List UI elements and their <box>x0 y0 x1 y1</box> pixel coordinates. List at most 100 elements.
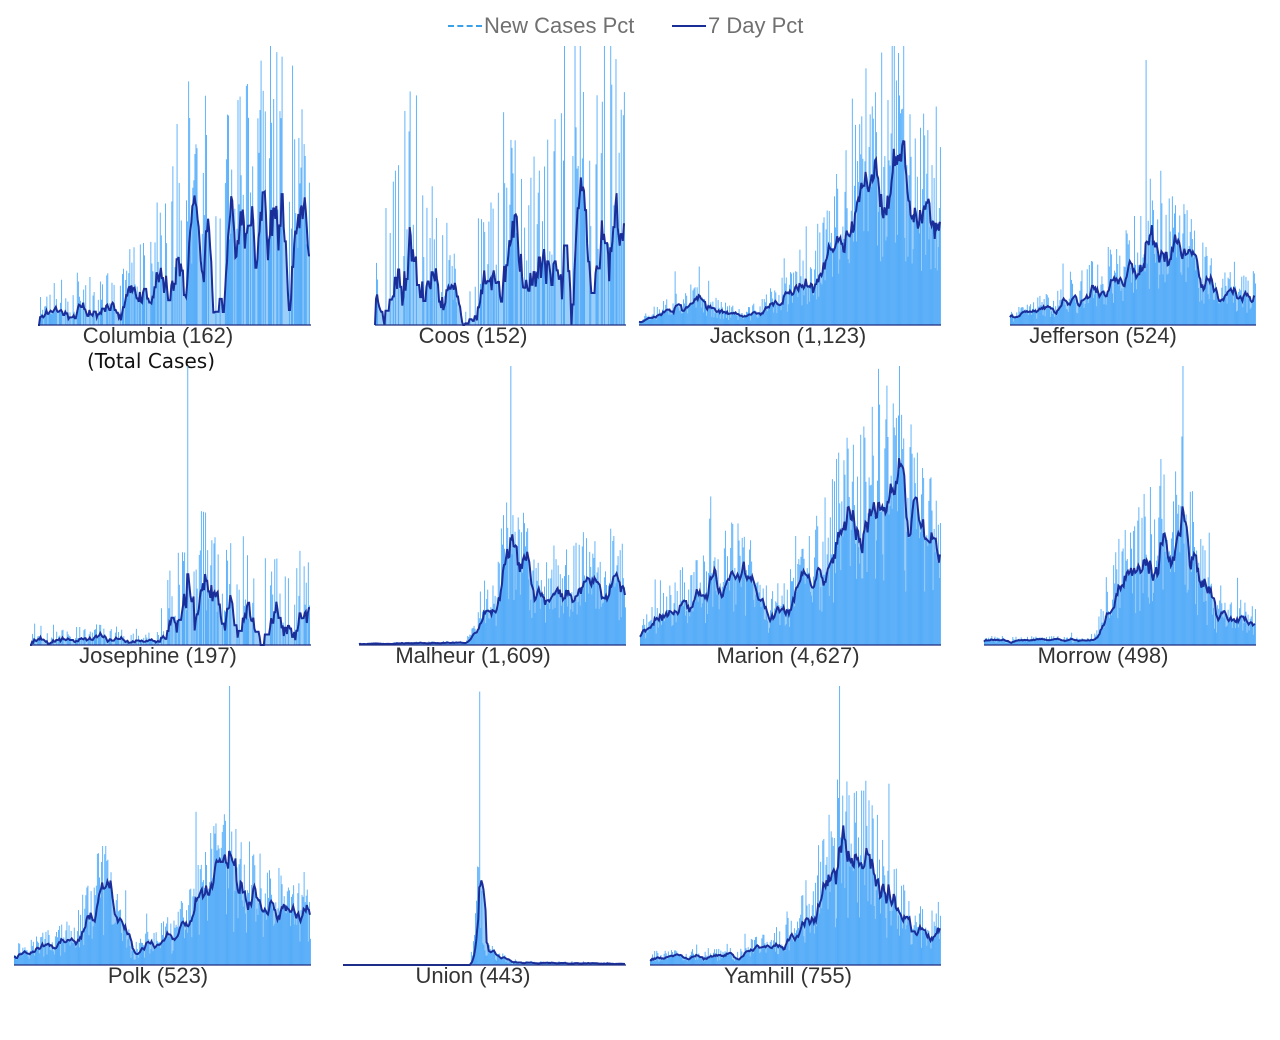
bar <box>595 164 597 325</box>
bar <box>270 585 272 645</box>
bar <box>888 783 890 965</box>
bar <box>939 522 941 645</box>
bar <box>481 219 483 325</box>
bar <box>415 95 417 325</box>
panel-jefferson: Jefferson (524) <box>1009 59 1256 348</box>
bar <box>89 276 91 325</box>
bar <box>84 628 86 645</box>
bar <box>226 549 228 645</box>
panel-title: Coos (152) <box>419 323 528 348</box>
bar <box>530 177 532 325</box>
seven-day-line <box>639 458 941 638</box>
bar <box>169 570 171 645</box>
bar <box>596 95 598 325</box>
bar <box>1057 290 1059 325</box>
bar <box>659 580 661 645</box>
bar <box>178 584 180 645</box>
bar <box>479 691 481 965</box>
bar <box>620 109 622 325</box>
bar <box>939 915 941 965</box>
seven-day-line <box>649 825 941 962</box>
legend-item-new-cases[interactable]: New Cases Pct <box>448 10 634 42</box>
bar <box>247 555 248 645</box>
bar <box>422 195 424 325</box>
bar <box>490 202 492 325</box>
seven-day-line <box>358 534 626 646</box>
bar <box>503 112 505 325</box>
bar <box>50 637 52 645</box>
bar <box>148 632 150 645</box>
bar <box>881 52 883 325</box>
bar <box>789 569 791 645</box>
bar <box>504 183 506 325</box>
bar <box>506 187 508 325</box>
bar <box>409 91 411 326</box>
bar <box>554 119 556 326</box>
bar <box>157 635 159 645</box>
bar <box>225 159 227 325</box>
bar <box>195 569 197 645</box>
bar <box>271 571 273 645</box>
bar <box>426 207 428 325</box>
bar <box>935 106 937 325</box>
bar <box>497 192 499 325</box>
bar <box>479 591 481 645</box>
bar <box>1062 263 1064 325</box>
bar <box>564 46 565 325</box>
bar <box>202 172 204 325</box>
bar <box>281 56 283 325</box>
legend-item-7-day[interactable]: 7 Day Pct <box>672 10 803 42</box>
bar <box>288 201 290 325</box>
bar <box>245 85 247 326</box>
bar <box>187 366 189 645</box>
bar <box>79 627 81 645</box>
avg-area <box>640 458 940 645</box>
bar <box>76 272 78 325</box>
bar <box>465 311 467 325</box>
bar <box>182 552 183 645</box>
bar <box>296 568 298 645</box>
bar <box>143 243 144 325</box>
bar <box>474 286 476 325</box>
bar <box>429 238 431 325</box>
bar <box>492 208 494 325</box>
panel-malheur: Malheur (1,609) <box>358 366 626 668</box>
seven-day-line <box>638 139 941 324</box>
avg-area <box>343 880 625 965</box>
bar <box>135 628 137 645</box>
bar <box>40 625 42 645</box>
panel-marion: Marion (4,627) <box>639 366 941 668</box>
seven-day-line <box>38 189 310 326</box>
bar <box>394 170 396 325</box>
bar <box>97 299 99 325</box>
bar <box>91 632 93 645</box>
bar <box>204 95 206 325</box>
bar <box>442 235 444 325</box>
bar <box>171 201 173 325</box>
bar <box>32 633 34 645</box>
bar <box>1182 366 1184 645</box>
bar <box>622 115 624 326</box>
bar <box>805 226 807 325</box>
bar <box>139 244 141 325</box>
bar <box>246 83 248 325</box>
panel-title: Yamhill (755) <box>724 963 852 988</box>
bar <box>178 182 180 325</box>
bar <box>553 151 555 325</box>
bar <box>404 110 406 326</box>
bar <box>303 566 305 645</box>
bar <box>674 271 676 325</box>
bar <box>1069 271 1071 325</box>
bar <box>615 59 617 325</box>
bar <box>133 247 135 325</box>
bar <box>547 139 549 325</box>
bar <box>389 233 391 325</box>
bar <box>237 100 239 325</box>
chart-legend: New Cases Pct 7 Day Pct <box>0 10 1280 42</box>
bar <box>710 496 712 645</box>
bar <box>839 686 841 965</box>
bar <box>242 536 244 645</box>
bar <box>528 205 530 325</box>
bar <box>99 281 101 325</box>
